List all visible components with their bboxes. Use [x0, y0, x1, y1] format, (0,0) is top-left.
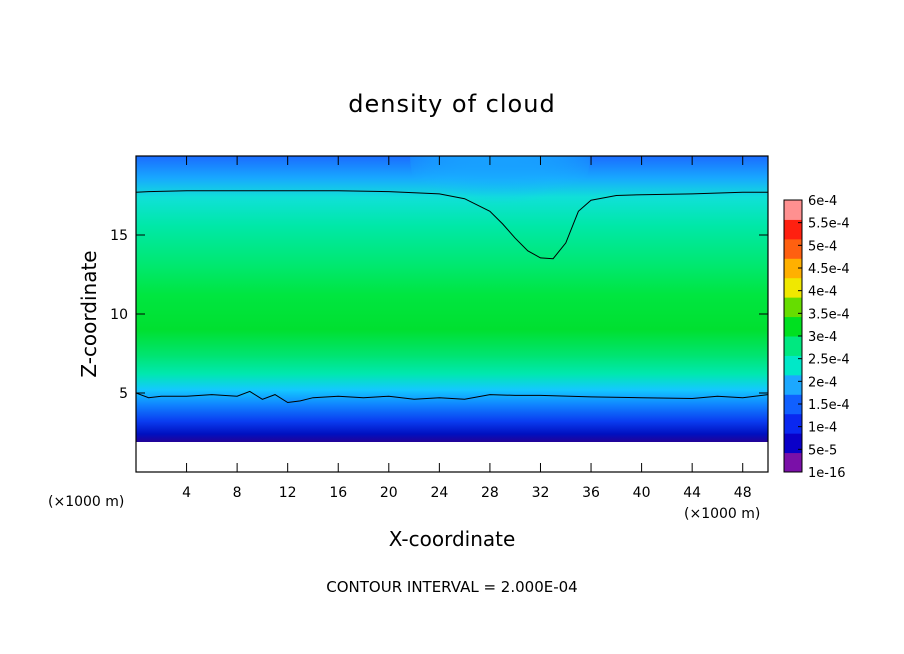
y-tick-label: 10	[110, 307, 128, 323]
contour-lines	[136, 190, 768, 404]
x-axis-ticks: 4 8 12 16 20 24 28 32 36 40 44 48	[182, 156, 752, 501]
x-tick-label: 28	[481, 485, 499, 501]
colorbar-label: 5.5e-4	[808, 217, 850, 232]
colorbar-label: 4e-4	[808, 285, 837, 300]
colorbar-swatch	[784, 336, 802, 356]
colorbar-swatch	[784, 219, 802, 240]
colorbar-label: 3.5e-4	[808, 307, 850, 322]
x-axis-label: X-coordinate	[389, 527, 516, 551]
colorbar-label: 3e-4	[808, 330, 837, 345]
colorbar-swatch	[784, 316, 802, 337]
x-tick-label: 48	[734, 485, 752, 501]
colorbar-swatch	[784, 258, 802, 279]
field-ground	[136, 442, 768, 472]
x-tick-label: 16	[329, 485, 347, 501]
colorbar-label: 2.5e-4	[808, 353, 850, 368]
colorbar-swatch	[784, 433, 802, 454]
contour-line	[136, 190, 768, 260]
colorbar-label: 1e-16	[808, 466, 846, 481]
field-top-minimum	[410, 156, 590, 236]
x-tick-label: 8	[233, 485, 242, 501]
colorbar-swatch	[784, 277, 802, 298]
z-unit-label: (×1000 m)	[48, 494, 124, 510]
colorbar-swatch	[784, 394, 802, 415]
colorbar-swatch	[784, 374, 802, 395]
x-tick-label: 12	[279, 485, 297, 501]
x-tick-label: 36	[582, 485, 600, 501]
x-tick-label: 44	[683, 485, 701, 501]
contour-interval: CONTOUR INTERVAL = 2.000E-04	[326, 578, 577, 596]
colorbar-swatch	[784, 238, 802, 259]
colorbar: 1e-16 5e-5 1e-4 1.5e-4 2e-4 2.5e-4 3e-4 3.5e-4 4…	[783, 194, 850, 481]
x-tick-label: 32	[532, 485, 550, 501]
colorbar-swatch	[784, 452, 802, 473]
colorbar-label: 6e-4	[808, 194, 837, 209]
colorbar-swatch	[784, 297, 802, 318]
colorbar-label: 1e-4	[808, 421, 837, 436]
x-tick-label: 4	[182, 485, 191, 501]
x-tick-label: 40	[633, 485, 651, 501]
y-tick-label: 15	[110, 228, 128, 244]
y-axis-ticks: 5 10 15	[110, 228, 768, 402]
x-tick-label: 24	[430, 485, 448, 501]
colorbar-label: 5e-5	[808, 443, 837, 458]
y-axis-label: Z-coordinate	[77, 250, 101, 377]
density-field	[136, 156, 768, 472]
y-tick-label: 5	[119, 386, 128, 402]
colorbar-label: 2e-4	[808, 375, 837, 390]
x-unit-label: (×1000 m)	[684, 506, 760, 522]
colorbar-swatch	[784, 413, 802, 434]
colorbar-swatch	[784, 200, 802, 220]
colorbar-swatch	[784, 355, 802, 376]
x-tick-label: 20	[380, 485, 398, 501]
colorbar-label: 1.5e-4	[808, 398, 850, 413]
colorbar-label: 4.5e-4	[808, 262, 850, 277]
chart-title: density of cloud	[348, 90, 555, 118]
contour-line	[136, 390, 768, 404]
colorbar-label: 5e-4	[808, 239, 837, 254]
